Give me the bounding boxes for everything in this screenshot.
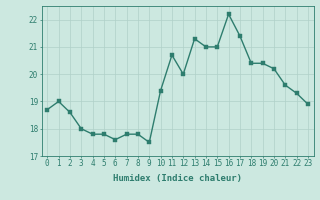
- X-axis label: Humidex (Indice chaleur): Humidex (Indice chaleur): [113, 174, 242, 183]
